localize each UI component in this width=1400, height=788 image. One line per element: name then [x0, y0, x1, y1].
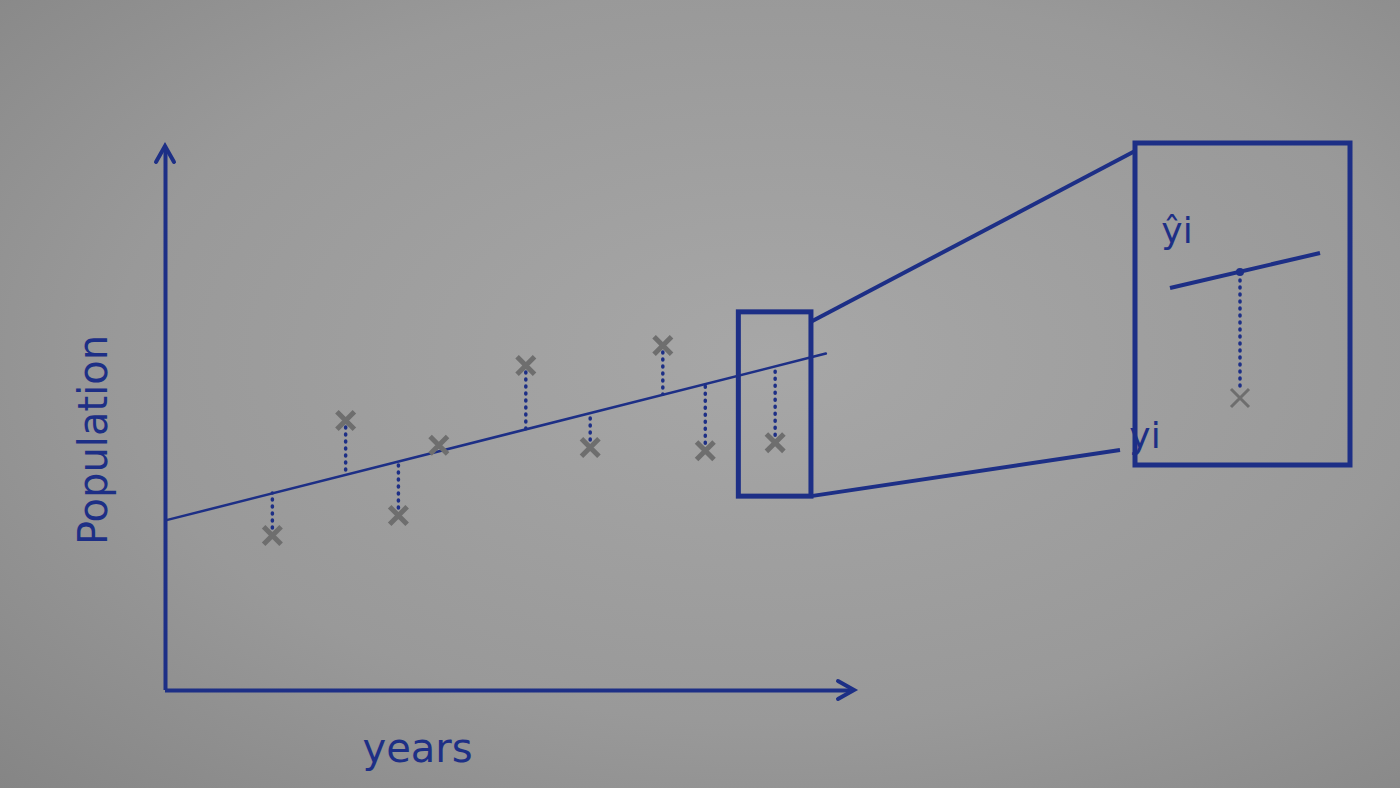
svg-text:yi: yi: [1129, 415, 1160, 456]
svg-text:years: years: [362, 725, 472, 771]
svg-text:ŷi: ŷi: [1161, 210, 1192, 251]
svg-text:Population: Population: [70, 335, 116, 545]
